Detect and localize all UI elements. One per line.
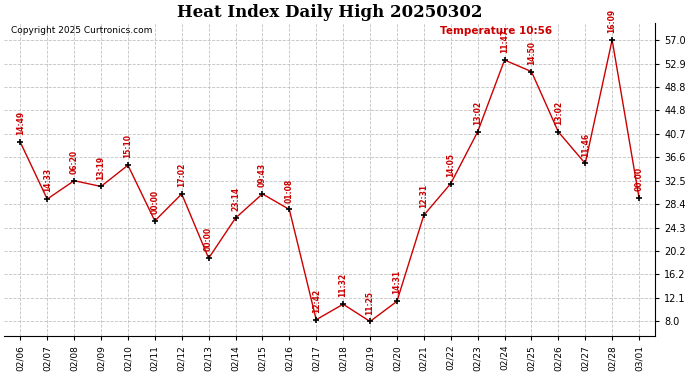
Text: 17:02: 17:02 xyxy=(177,163,186,187)
Text: 15:10: 15:10 xyxy=(124,134,132,158)
Text: Copyright 2025 Curtronics.com: Copyright 2025 Curtronics.com xyxy=(10,26,152,35)
Text: 11:25: 11:25 xyxy=(366,291,375,315)
Text: 00:00: 00:00 xyxy=(150,190,159,214)
Text: 14:05: 14:05 xyxy=(446,153,455,177)
Text: 14:33: 14:33 xyxy=(43,168,52,192)
Text: 14:50: 14:50 xyxy=(527,40,536,64)
Text: 11:46: 11:46 xyxy=(581,132,590,157)
Text: 13:02: 13:02 xyxy=(473,101,482,125)
Text: 01:08: 01:08 xyxy=(285,178,294,203)
Title: Heat Index Daily High 20250302: Heat Index Daily High 20250302 xyxy=(177,4,482,21)
Text: 11:47: 11:47 xyxy=(500,29,509,53)
Text: 14:31: 14:31 xyxy=(393,270,402,294)
Text: 13:19: 13:19 xyxy=(97,155,106,180)
Text: 00:00: 00:00 xyxy=(635,167,644,191)
Text: 14:49: 14:49 xyxy=(16,111,25,135)
Text: 11:32: 11:32 xyxy=(339,273,348,297)
Text: 13:02: 13:02 xyxy=(554,101,563,125)
Text: 00:00: 00:00 xyxy=(204,227,213,251)
Text: Temperature 10:56: Temperature 10:56 xyxy=(440,26,553,36)
Text: 16:09: 16:09 xyxy=(608,9,617,33)
Text: 09:43: 09:43 xyxy=(258,163,267,187)
Text: 12:42: 12:42 xyxy=(312,289,321,313)
Text: 06:20: 06:20 xyxy=(70,150,79,174)
Text: 12:31: 12:31 xyxy=(420,184,428,208)
Text: 23:14: 23:14 xyxy=(231,187,240,211)
